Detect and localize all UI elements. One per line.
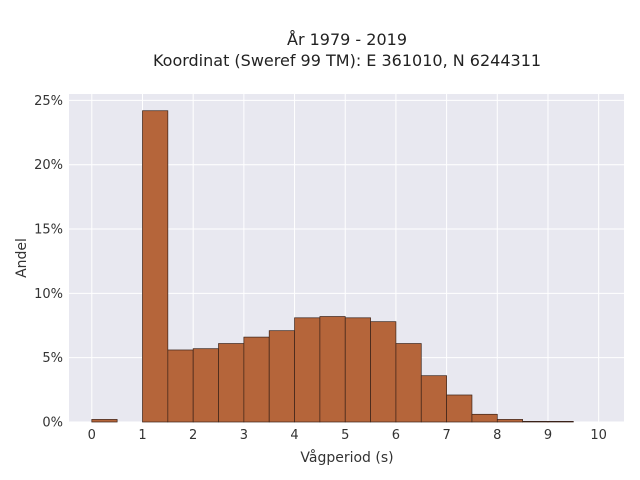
y-tick-label: 25% (34, 94, 63, 109)
x-tick-label: 10 (590, 428, 607, 443)
x-tick-label: 6 (392, 428, 400, 443)
histogram-bar (91, 419, 118, 423)
x-tick-label: 9 (544, 428, 552, 443)
y-tick-label: 20% (34, 158, 63, 173)
histogram-bar (344, 317, 371, 423)
histogram-bar (192, 348, 219, 423)
histogram-bar (294, 317, 321, 423)
x-tick-label: 7 (442, 428, 450, 443)
x-tick-label: 5 (341, 428, 349, 443)
histogram-bar (142, 110, 169, 423)
x-tick-label: 4 (290, 428, 298, 443)
chart-title: År 1979 - 2019 (287, 30, 407, 49)
histogram-bar (319, 316, 346, 423)
histogram-bar (446, 394, 473, 423)
histogram-bar (370, 321, 397, 423)
y-tick-label: 15% (34, 223, 63, 238)
y-axis-ticks: 0% 5% 10% 15% 20% 25% (34, 94, 63, 431)
bars (91, 110, 574, 423)
histogram-bar (167, 349, 194, 423)
histogram-bar (496, 419, 523, 423)
y-tick-label: 10% (34, 287, 63, 302)
x-axis-title: Vågperiod (s) (300, 449, 393, 466)
histogram-bar (395, 343, 422, 423)
histogram-bar (243, 336, 270, 423)
histogram-bar (218, 343, 245, 423)
y-axis-title: Andel (14, 238, 30, 278)
y-tick-label: 0% (42, 416, 63, 431)
x-axis-ticks: 0 1 2 3 4 5 6 7 8 9 10 (88, 428, 607, 443)
y-tick-label: 5% (42, 351, 63, 366)
histogram-bar (268, 330, 295, 423)
chart-subtitle: Koordinat (Sweref 99 TM): E 361010, N 62… (153, 51, 541, 70)
x-tick-label: 2 (189, 428, 197, 443)
x-tick-label: 3 (240, 428, 248, 443)
x-tick-label: 0 (88, 428, 96, 443)
histogram-bar (471, 413, 498, 423)
histogram-bar (420, 375, 447, 423)
x-tick-label: 8 (493, 428, 501, 443)
histogram-bar (547, 421, 574, 423)
x-tick-label: 1 (138, 428, 146, 443)
histogram-bar (522, 421, 549, 423)
